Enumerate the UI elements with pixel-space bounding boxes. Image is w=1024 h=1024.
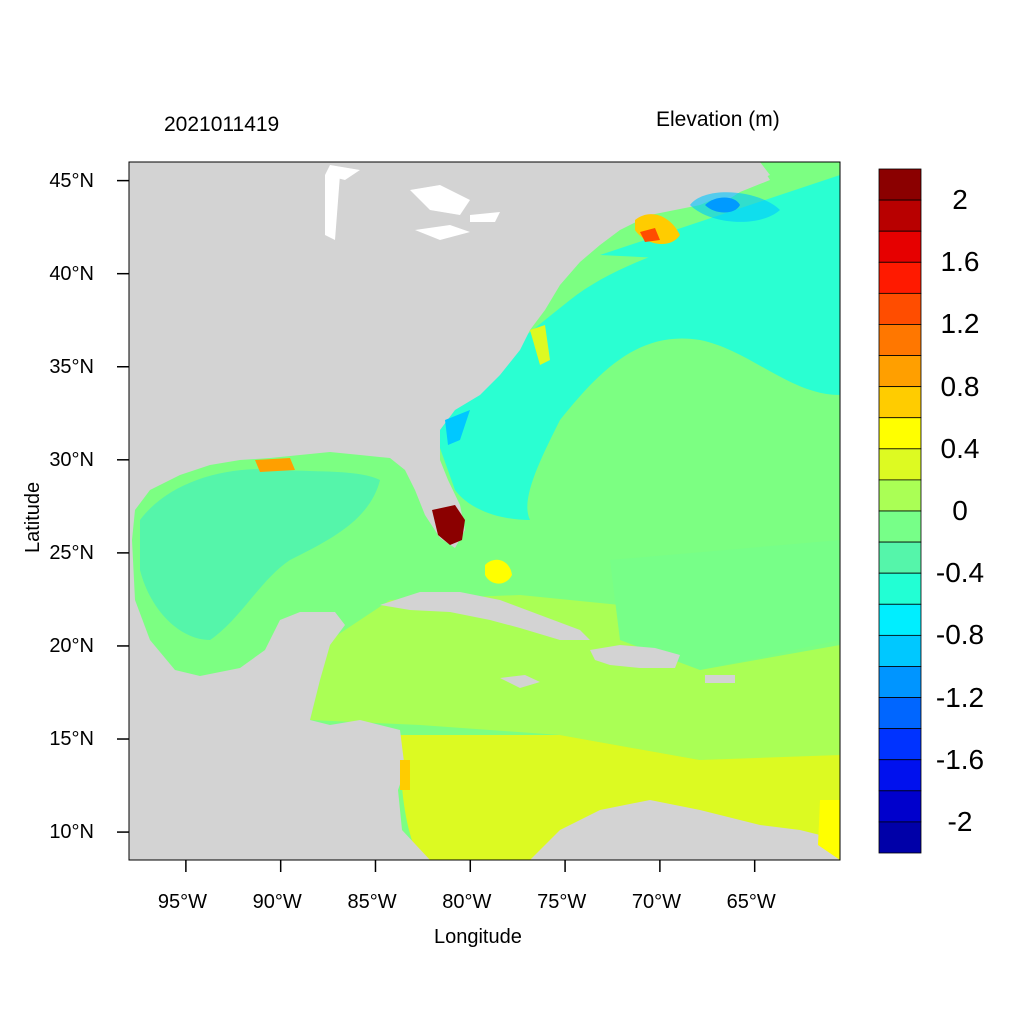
southeast-atlantic [610, 540, 840, 670]
colorbar-swatch [878, 168, 922, 201]
south-america-land [530, 800, 840, 860]
gulf-coast-orange [255, 458, 295, 472]
caribbean-region [310, 595, 840, 760]
x-tick-label: 75°W [537, 891, 587, 913]
y-tick-label: 10°N [49, 821, 94, 844]
colorbar-label: -2 [947, 805, 973, 837]
x-tick-label: 85°W [347, 891, 397, 913]
y-tick-label: 35°N [49, 355, 94, 378]
colorbar-label: 0.8 [940, 370, 980, 402]
colorbar-swatch [878, 510, 922, 543]
variable-title: Elevation (m) [656, 108, 780, 131]
east-coast-low [445, 410, 470, 445]
y-tick-label: 15°N [49, 728, 94, 750]
colorbar-label: 1.6 [940, 246, 980, 278]
colorbar-swatch [878, 697, 922, 730]
colorbar-swatch [878, 603, 922, 636]
central-america-orange [400, 760, 410, 790]
hispaniola-land [590, 645, 680, 668]
florida-surge [432, 505, 465, 545]
x-tick-label: 70°W [631, 891, 681, 913]
great-lakes [325, 165, 500, 240]
colorbar-swatch [878, 292, 922, 325]
colorbar-label: -0.8 [935, 619, 985, 651]
jamaica-land [500, 675, 540, 688]
colorbar-swatch [878, 541, 922, 574]
colorbar-swatch [878, 634, 922, 667]
atlantic-region [430, 195, 840, 520]
puerto-rico-land [705, 675, 735, 683]
axis-ticks [117, 179, 756, 872]
colorbar-swatch [878, 790, 922, 823]
colorbar-label: -1.6 [935, 743, 985, 775]
colorbar-label: -1.2 [935, 681, 985, 713]
x-tick-label: 65°W [726, 891, 776, 913]
colorbar-swatch [878, 759, 922, 792]
colorbar-swatch [878, 199, 922, 232]
colorbar-swatch [878, 572, 922, 605]
colorbar-swatch [878, 355, 922, 388]
bahamas-high [485, 559, 512, 584]
datetime-label: 2021011419 [164, 113, 280, 136]
gulf-west-region [140, 469, 380, 640]
y-tick-label: 40°N [49, 262, 94, 285]
x-tick-label: 95°W [157, 891, 207, 913]
y-tick-label: 45°N [49, 169, 94, 192]
colorbar-swatch [878, 728, 922, 761]
y-tick-label: 30°N [49, 448, 94, 471]
colorbar-swatch [878, 386, 922, 419]
colorbar-label: 1.2 [940, 308, 980, 340]
colorbar-swatch [878, 448, 922, 481]
colorbar-swatch [878, 324, 922, 356]
x-tick-label: 90°W [252, 891, 302, 913]
map-frame [128, 161, 841, 861]
colorbar-label: 0 [952, 495, 968, 526]
nova-scotia-low-ring [690, 192, 780, 222]
colorbar-swatch [878, 417, 922, 450]
chesapeake-yellow [530, 325, 550, 365]
colorbar-swatch [878, 261, 922, 294]
y-tick-label: 20°N [49, 634, 94, 657]
cape-cod-core [640, 228, 660, 242]
venezuela-yellow [818, 800, 840, 860]
colorbar-swatch [878, 230, 922, 263]
x-tick-label: 80°W [442, 891, 492, 913]
colorbar-label: 2 [952, 184, 968, 216]
y-tick-label: 25°N [49, 541, 94, 564]
colorbar-label: -0.4 [935, 557, 985, 589]
colorbar-label: 0.4 [940, 432, 980, 464]
colorbar-swatch [878, 666, 922, 698]
colorbar-swatch [878, 479, 922, 512]
x-axis-title: Longitude [434, 926, 522, 948]
cuba-land [380, 592, 590, 640]
colorbar-swatch [878, 821, 922, 854]
